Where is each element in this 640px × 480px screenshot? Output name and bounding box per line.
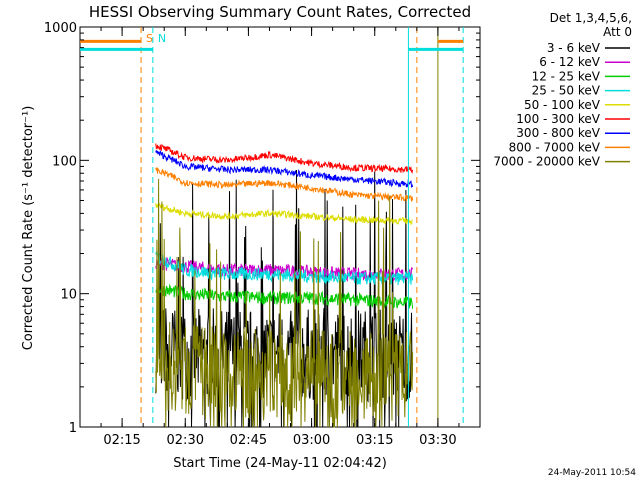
series-line (155, 149, 414, 189)
series-line (155, 178, 414, 428)
x-tick-label: 03:30 (419, 433, 456, 448)
x-tick-label: 02:15 (103, 433, 140, 448)
legend-label: 100 - 300 keV (516, 112, 600, 126)
legend-label: 25 - 50 keV (532, 84, 601, 98)
chart-title: HESSI Observing Summary Count Rates, Cor… (89, 3, 471, 21)
plot-frame (79, 26, 481, 428)
event-marker-label: N (158, 32, 166, 45)
legend-label: 12 - 25 keV (532, 69, 601, 83)
y-tick-label: 1000 (44, 21, 77, 36)
series-layer (155, 143, 414, 428)
legend-label: 3 - 6 keV (547, 41, 601, 55)
legend-label: 7000 - 20000 keV (493, 155, 600, 169)
axis-layer: 02:15 02:30 02:45 03:00 03:15 03:30 1 10 100 1000 (44, 21, 481, 448)
y-tick-label: 10 (60, 288, 77, 303)
series-line (155, 143, 414, 174)
event-marker-label: S (146, 32, 153, 45)
series-line (155, 202, 413, 225)
series-line (155, 250, 414, 286)
legend-header-line-2: Att 0 (603, 25, 632, 39)
timestamp: 24-May-2011 10:54 (548, 468, 636, 478)
series-line (155, 167, 414, 202)
legend-label: 800 - 7000 keV (509, 140, 601, 154)
x-tick-label: 02:30 (167, 433, 204, 448)
legend-label: 50 - 100 keV (524, 98, 601, 112)
series-line (155, 256, 414, 283)
y-tick-label: 1 (69, 421, 77, 436)
x-axis-label: Start Time (24-May-11 02:04:42) (173, 456, 387, 471)
plot-border (79, 26, 481, 428)
series-line (155, 283, 414, 309)
x-tick-label: 03:00 (293, 433, 330, 448)
x-tick-label: 02:45 (230, 433, 267, 448)
legend-header-line-1: Det 1,3,4,5,6, (550, 11, 632, 25)
y-tick-label: 100 (52, 154, 77, 169)
legend-label: 300 - 800 keV (516, 126, 600, 140)
y-axis-label: Corrected Count Rate (s⁻¹ detector⁻¹) (21, 106, 36, 351)
x-tick-label: 03:15 (356, 433, 393, 448)
legend-label: 6 - 12 keV (539, 55, 601, 69)
